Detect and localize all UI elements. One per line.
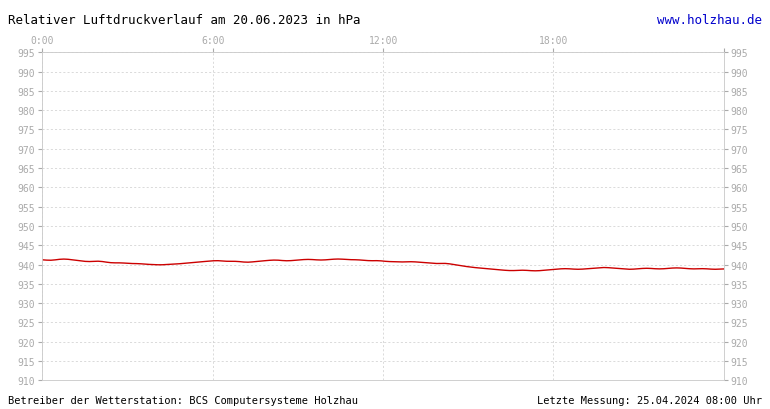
Text: www.holzhau.de: www.holzhau.de bbox=[658, 14, 762, 27]
Text: Betreiber der Wetterstation: BCS Computersysteme Holzhau: Betreiber der Wetterstation: BCS Compute… bbox=[8, 395, 358, 405]
Text: Letzte Messung: 25.04.2024 08:00 Uhr: Letzte Messung: 25.04.2024 08:00 Uhr bbox=[537, 395, 762, 405]
Text: Relativer Luftdruckverlauf am 20.06.2023 in hPa: Relativer Luftdruckverlauf am 20.06.2023… bbox=[8, 14, 360, 27]
